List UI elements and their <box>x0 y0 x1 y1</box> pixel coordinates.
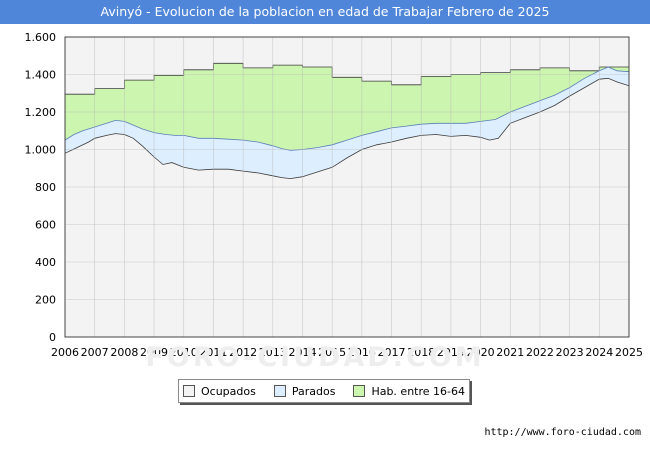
x-tick-label: 2020 <box>467 346 495 359</box>
line-hab-entre-16-64 <box>65 62 629 95</box>
x-tick-label: 2018 <box>407 346 435 359</box>
y-tick-label: 800 <box>35 181 56 194</box>
x-tick-label: 2024 <box>585 346 613 359</box>
plot-frame <box>64 36 630 338</box>
y-tick-label: 1.200 <box>25 106 57 119</box>
x-tick-label: 2025 <box>615 346 643 359</box>
x-tick-label: 2016 <box>348 346 376 359</box>
legend-item-hab: Hab. entre 16-64 <box>353 385 465 398</box>
x-tick-label: 2019 <box>437 346 465 359</box>
line-parados <box>64 66 630 151</box>
x-tick-label: 2023 <box>556 346 584 359</box>
x-tick-label: 2007 <box>81 346 109 359</box>
x-tick-label: 2021 <box>496 346 524 359</box>
x-tick-label: 2006 <box>51 346 79 359</box>
legend-swatch-hab <box>353 385 366 397</box>
x-tick-label: 2009 <box>140 346 168 359</box>
y-tick-label: 400 <box>35 256 56 269</box>
legend-swatch-parados <box>273 385 286 397</box>
legend-swatch-ocupados <box>182 385 195 397</box>
y-tick-label: 600 <box>35 219 56 232</box>
y-tick-label: 1.600 <box>25 31 57 44</box>
watermark: FORO-CIUDAD.COM <box>145 342 484 373</box>
x-tick-label: 2010 <box>170 346 198 359</box>
legend-item-ocupados: Ocupados <box>182 384 256 398</box>
x-tick-label: 2013 <box>259 346 287 359</box>
chart-title: Avinyó - Evolucion de la poblacion en ed… <box>0 0 650 24</box>
y-tick-label: 200 <box>35 294 56 307</box>
y-tick-label: 1.000 <box>25 144 57 157</box>
x-tick-label: 2015 <box>318 346 346 359</box>
line-ocupados <box>64 77 630 180</box>
y-tick-label: 0 <box>49 331 56 344</box>
x-tick-label: 2022 <box>526 346 554 359</box>
x-tick-label: 2014 <box>288 346 316 359</box>
legend-label-parados: Parados <box>291 384 336 398</box>
legend-label-ocupados: Ocupados <box>200 384 256 398</box>
y-tick-label: 1.400 <box>25 69 57 82</box>
x-tick-label: 2011 <box>199 346 227 359</box>
area-ocupados <box>65 78 629 338</box>
legend-item-parados: Parados <box>273 384 336 398</box>
legend-label-hab: Hab. entre 16-64 <box>371 384 465 398</box>
x-tick-label: 2012 <box>229 346 257 359</box>
x-tick-label: 2017 <box>378 346 406 359</box>
source-url: http://www.foro-ciudad.com <box>484 427 641 438</box>
legend: Ocupados Parados Hab. entre 16-64 <box>178 379 470 403</box>
x-tick-label: 2008 <box>110 346 138 359</box>
